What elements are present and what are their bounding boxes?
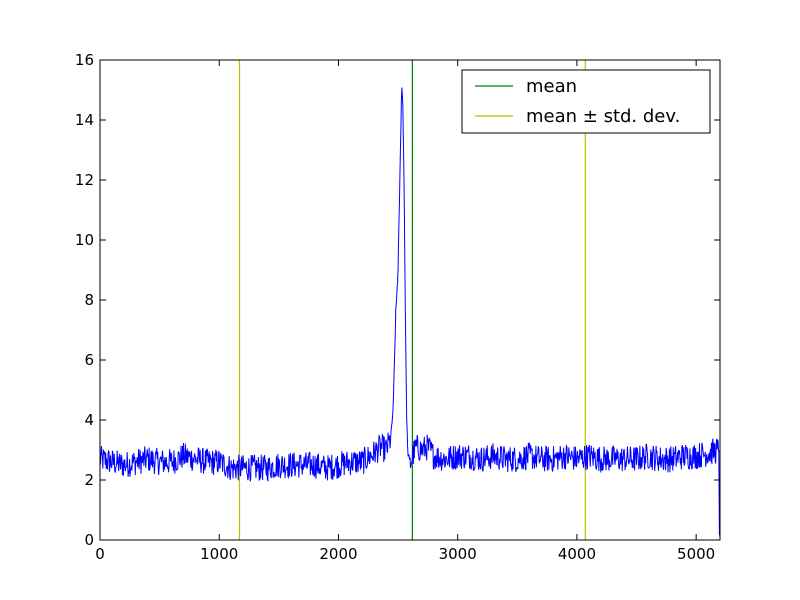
plot-area xyxy=(100,60,720,540)
y-tick-label: 0 xyxy=(84,531,94,549)
legend-label-mean: mean xyxy=(526,76,577,97)
x-tick-label: 4000 xyxy=(558,545,596,563)
y-tick-label: 10 xyxy=(75,231,94,249)
y-tick-label: 14 xyxy=(75,111,94,129)
y-tick-label: 6 xyxy=(84,351,94,369)
y-tick-label: 2 xyxy=(84,471,94,489)
x-tick-label: 0 xyxy=(95,545,105,563)
x-tick-label: 2000 xyxy=(319,545,357,563)
signal-line xyxy=(100,87,720,538)
legend-label-std: mean ± std. dev. xyxy=(526,106,680,127)
axes: 0 1000 2000 3000 4000 5000 0 2 4 6 8 10 12 14 16 xyxy=(75,51,721,563)
y-tick-label: 12 xyxy=(75,171,94,189)
y-tick-label: 8 xyxy=(84,291,94,309)
x-tick-label: 5000 xyxy=(677,545,715,563)
x-tick-label: 3000 xyxy=(439,545,477,563)
legend-box xyxy=(461,69,711,134)
legend: mean mean ± std. dev. xyxy=(461,69,711,134)
y-tick-label: 4 xyxy=(84,411,94,429)
y-tick-label: 16 xyxy=(75,51,94,69)
x-tick-label: 1000 xyxy=(200,545,238,563)
